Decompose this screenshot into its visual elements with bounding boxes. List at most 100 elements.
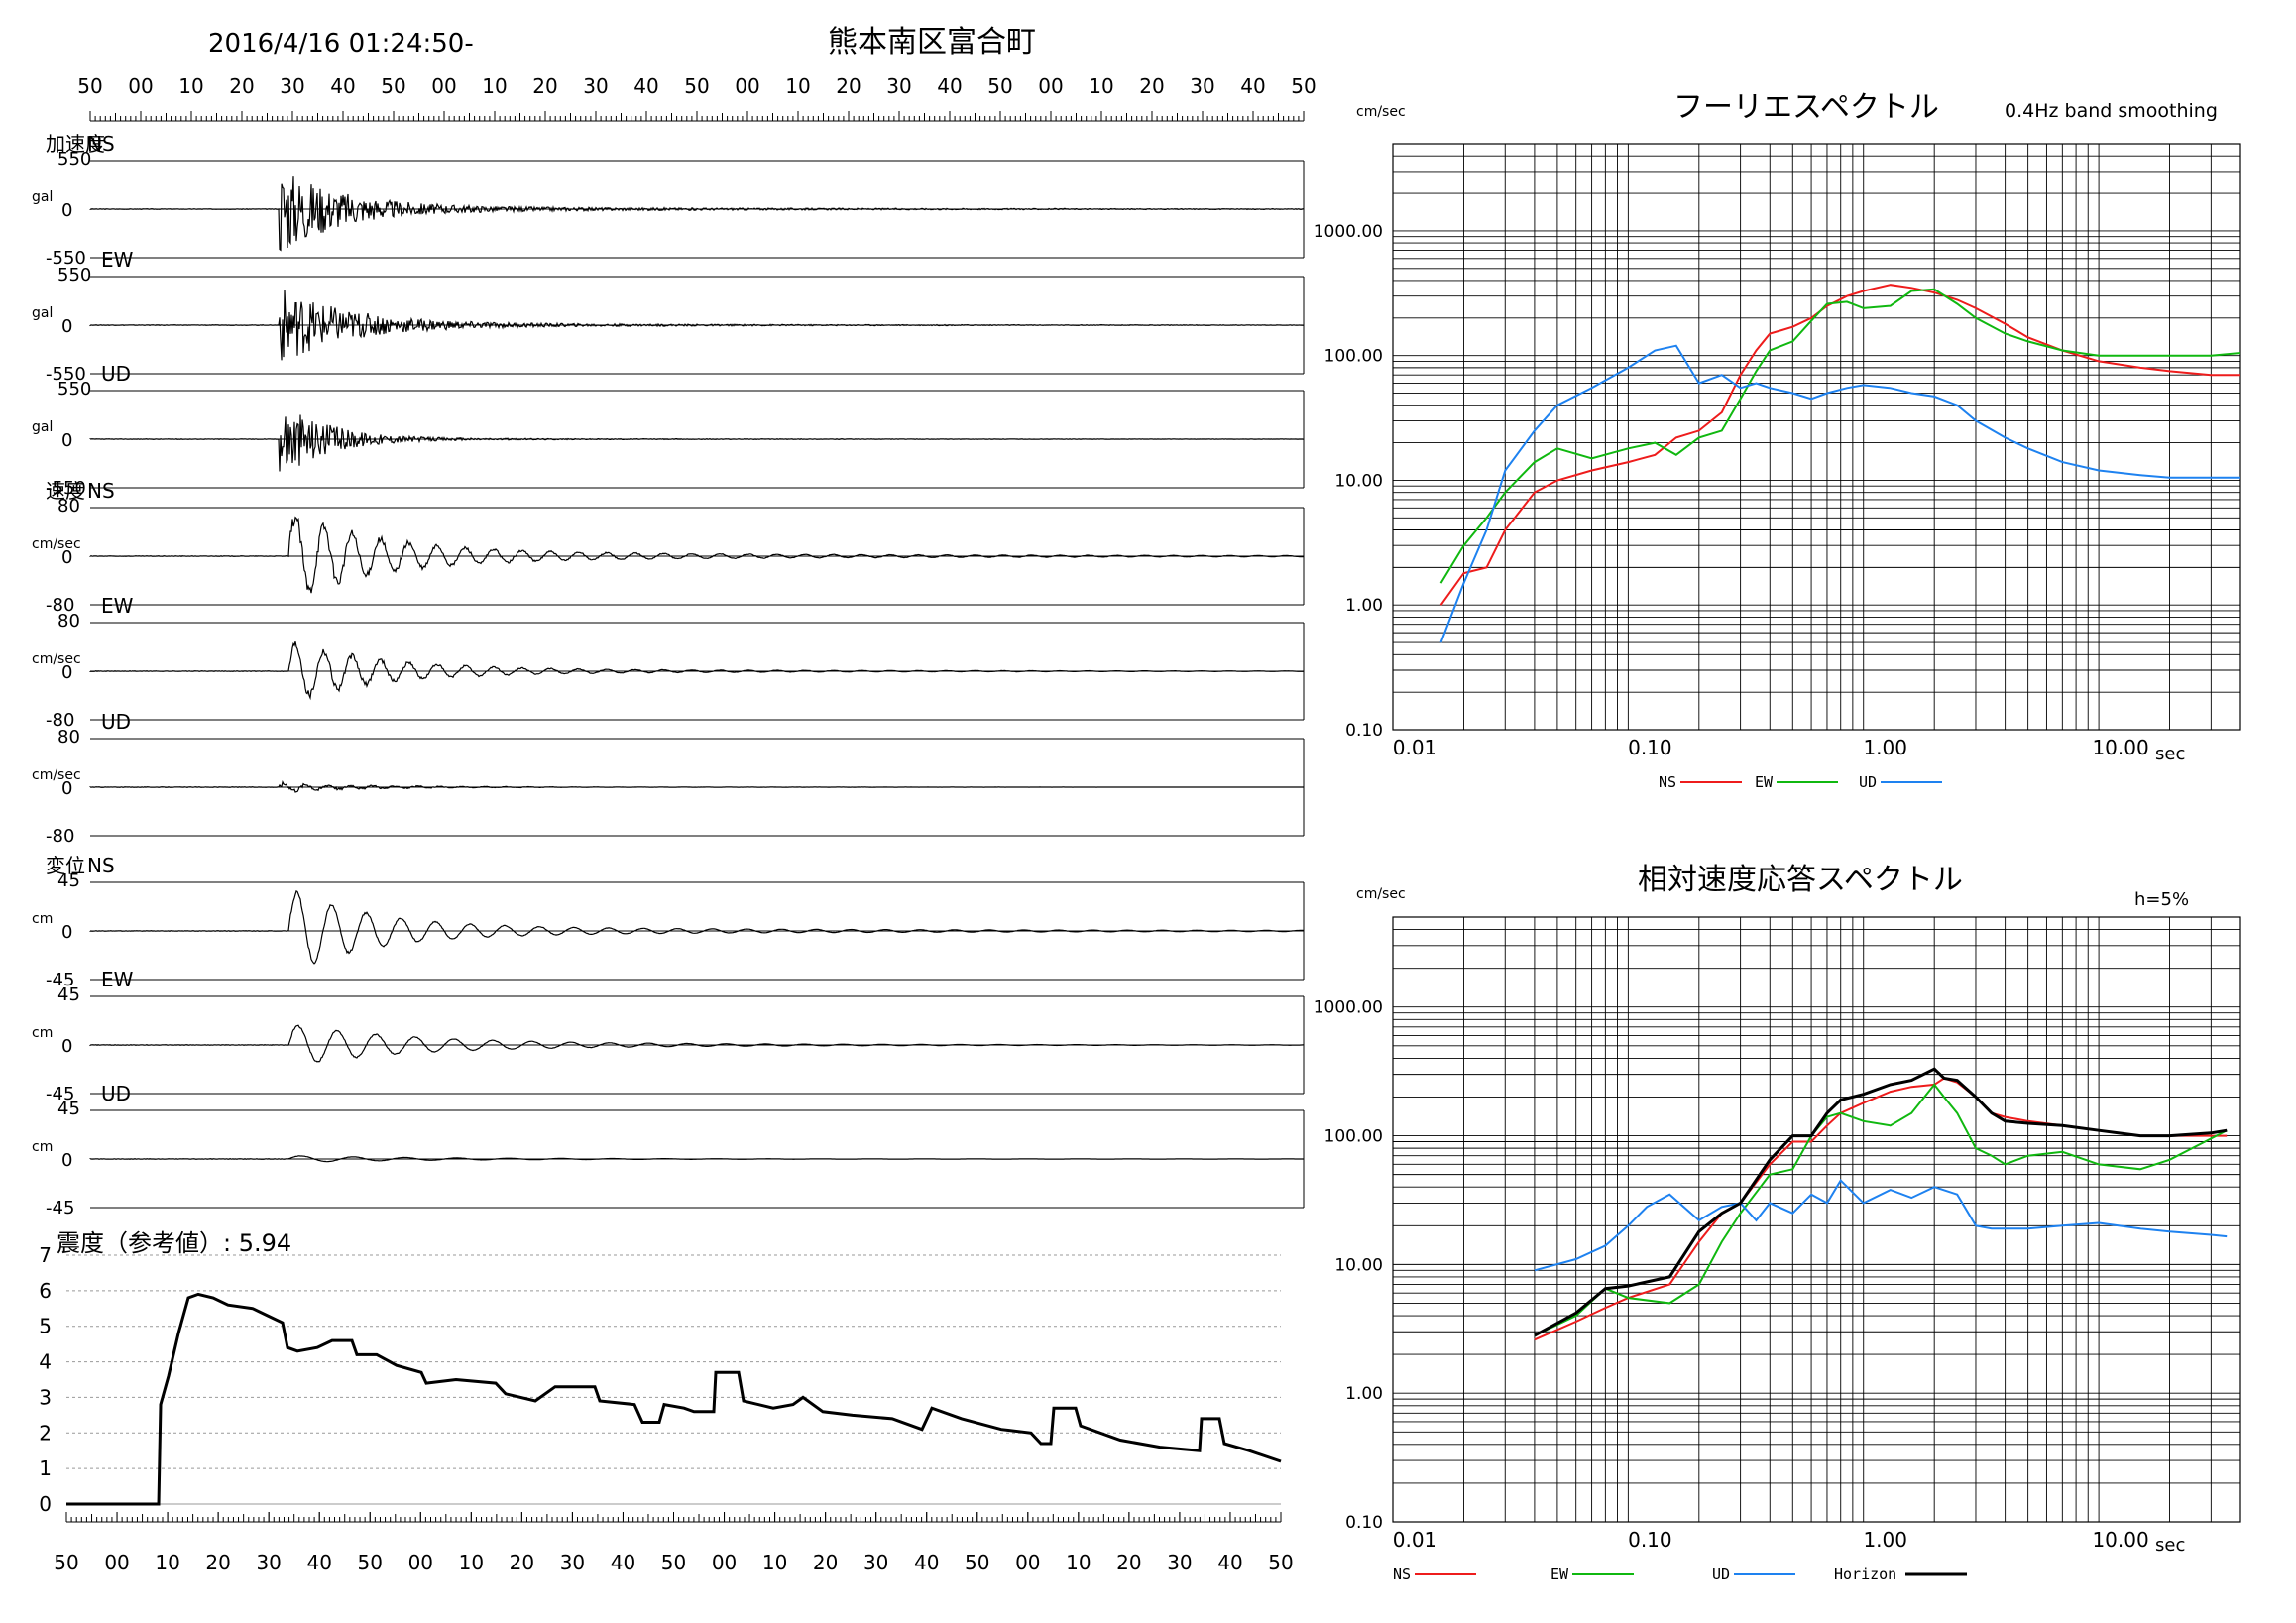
legend-label: UD [1859,773,1877,791]
waveform-panel-ud: 45 0 -45 cm UD [32,1082,1305,1218]
time-tick-label: 40 [330,74,355,98]
min-label: -550 [46,364,86,385]
waveform-trace [89,516,1305,594]
time-tick-label: 10 [178,74,203,98]
time-tick-label: 50 [661,1551,686,1574]
time-tick-label: 50 [54,1551,78,1574]
zero-label: 0 [61,316,72,337]
min-label: -45 [46,1084,74,1104]
fourier-spectrum-chart: フーリエスペクトル 0.4Hz band smoothing cm/sec se… [1314,90,2241,791]
waveform-panel-start-ns: 80 0 -80 cm/sec 速度 NS [32,479,1305,616]
component-label: EW [101,968,134,991]
intensity-tick-label: 6 [39,1279,52,1303]
time-tick-label: 20 [205,1551,230,1574]
fourier-y-unit: cm/sec [1356,104,1406,120]
waveform-panel-ud: 80 0 -80 cm/sec UD [32,710,1305,847]
waveform-panels: 5500-550gal加速度NS5500-550galEW5500-550gal… [32,132,1305,1218]
y-tick-label: 100.00 [1324,1127,1383,1147]
y-tick-label: 1.00 [1345,1384,1383,1404]
zero-label: 0 [61,430,72,451]
max-label: 80 [57,611,80,632]
intensity-tick-label: 2 [39,1421,52,1445]
legend-label: EW [1550,1565,1569,1583]
time-tick-label: 50 [358,1551,383,1574]
fourier-x-unit: sec [2155,744,2185,764]
y-tick-label: 1000.00 [1314,222,1383,242]
time-tick-label: 50 [987,74,1012,98]
intensity-tick-label: 0 [39,1492,52,1516]
unit-label: cm [32,911,53,927]
waveform-trace [89,779,1304,793]
zero-label: 0 [61,922,72,943]
waveform-panel-ew: 45 0 -45 cm EW [32,968,1305,1104]
time-tick-label: 30 [560,1551,585,1574]
min-label: -80 [46,710,74,731]
x-tick-label: 1.00 [1863,1528,1907,1552]
group-label: 加速度 [46,132,105,156]
time-tick-label: 10 [1066,1551,1091,1574]
y-tick-label: 0.10 [1345,721,1383,741]
time-tick-label: 00 [1015,1551,1040,1574]
waveform-panel-ew: 80 0 -80 cm/sec EW [32,594,1305,731]
x-tick-label: 0.10 [1628,736,1672,759]
intensity-title: 震度（参考値）: 5.94 [57,1229,291,1257]
max-label: 550 [57,149,91,170]
series-line-horizon [1534,1067,2228,1337]
time-tick-label: 40 [937,74,962,98]
response-spectrum-chart: 相対速度応答スペクトル h=5% cm/sec sec 0.01 0.10 1.00… [1314,863,2241,1583]
time-tick-label: 10 [762,1551,787,1574]
time-tick-label: 40 [1240,74,1265,98]
time-tick-label: 50 [965,1551,989,1574]
series-line-ew [1439,288,2241,584]
x-tick-label: 0.01 [1393,1528,1437,1552]
y-tick-label: 1.00 [1345,596,1383,616]
time-tick-label: 00 [128,74,153,98]
component-label: UD [101,710,131,734]
zero-label: 0 [61,662,72,683]
min-label: -80 [46,595,74,616]
top-time-axis: 50 00 10 20 30 40 50 00 10 20 30 40 50 00 10 20 30 40 50 00… [77,74,1317,122]
legend-label: EW [1755,773,1774,791]
min-label: -80 [46,826,74,847]
min-label: -550 [46,478,86,499]
y-tick-label: 0.10 [1345,1513,1383,1533]
series-line-ns [1534,1077,2228,1341]
intensity-tick-label: 5 [39,1315,52,1338]
time-tick-label: 30 [280,74,304,98]
intensity-curve [66,1292,1282,1506]
intensity-tick-label: 1 [39,1456,52,1480]
legend: NS EW UD [1659,773,1942,791]
waveform-trace [89,176,1305,252]
station-title: 熊本南区富合町 [828,25,1036,59]
time-tick-label: 00 [735,74,759,98]
min-label: -45 [46,970,74,990]
time-tick-label: 50 [1268,1551,1293,1574]
waveform-trace [89,290,1305,361]
unit-label: gal [32,419,53,435]
datetime-label: 2016/4/16 01:24:50- [208,29,474,58]
time-tick-label: 10 [785,74,810,98]
component-label: NS [87,132,115,156]
time-tick-label: 50 [77,74,102,98]
max-label: 45 [57,1099,80,1119]
intensity-tick-label: 4 [39,1350,52,1374]
time-tick-label: 20 [510,1551,534,1574]
response-x-unit: sec [2155,1535,2185,1556]
max-label: 80 [57,496,80,517]
y-tick-label: 100.00 [1324,347,1383,367]
group-label: 速度 [46,479,85,503]
time-tick-label: 30 [1167,1551,1192,1574]
time-tick-label: 20 [1116,1551,1141,1574]
unit-label: cm [32,1139,53,1155]
time-tick-label: 30 [256,1551,281,1574]
intensity-chart: 震度（参考値）: 5.94 7 6 5 4 3 2 1 0 [39,1229,1282,1516]
intensity-tick-label: 7 [39,1243,52,1267]
time-tick-label: 50 [684,74,709,98]
component-label: UD [101,362,131,386]
x-tick-label: 0.01 [1393,736,1437,759]
component-label: EW [101,594,134,618]
waveform-panel-ew: 550 0 -550 gal EW [32,248,1305,385]
component-label: NS [87,479,115,503]
